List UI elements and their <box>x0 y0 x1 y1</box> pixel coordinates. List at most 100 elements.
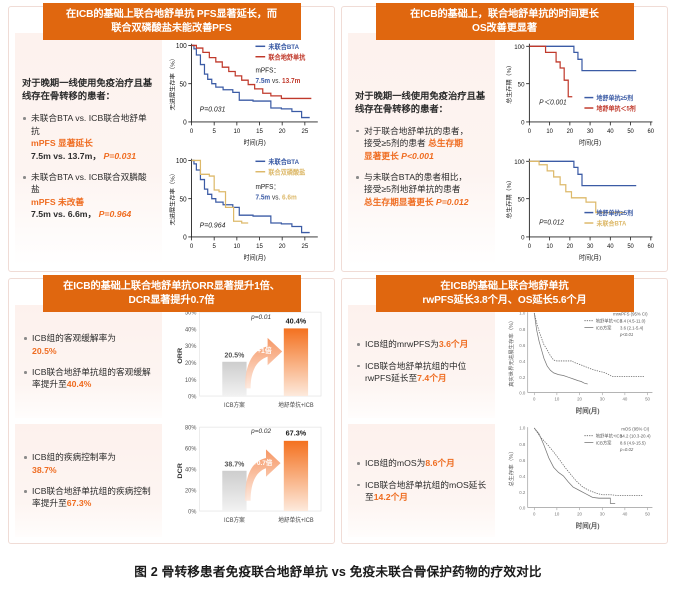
svg-text:67.3%: 67.3% <box>286 429 307 438</box>
svg-text:地舒单抗+ICB: 地舒单抗+ICB <box>596 432 623 439</box>
svg-text:14.2 (10.3-20.4): 14.2 (10.3-20.4) <box>620 433 651 438</box>
svg-text:0: 0 <box>533 511 536 516</box>
svg-text:ICB方案: ICB方案 <box>596 324 612 331</box>
bullet-value: 7.4个月 <box>417 373 447 384</box>
panel-rw-text: ICB组的mrwPFS为3.6个月 ICB联合地舒单抗组的中位rwPFS延长至7… <box>348 305 496 537</box>
svg-text:5: 5 <box>213 243 217 250</box>
panel-pfs: 在ICB的基础上联合地舒单抗 PFS显著延长，而 联合双磷酸盐未能改善PFS 对… <box>8 3 335 272</box>
bullet-metric-emph: 未改善 <box>58 196 85 207</box>
svg-text:+0.7倍: +0.7倍 <box>253 458 273 467</box>
svg-text:p=0.01: p=0.01 <box>250 314 271 321</box>
svg-text:100: 100 <box>514 44 525 51</box>
panel-pfs-charts: 100 50 0 无进展生存率（%） <box>164 33 328 265</box>
bullet-line: 未联合BTA vs. ICB联合双膦酸盐 <box>31 172 147 195</box>
svg-text:100: 100 <box>514 159 525 166</box>
panel-pfs-banner-line2: 联合双磷酸盐未能改善PFS <box>111 22 232 34</box>
svg-text:30: 30 <box>587 129 594 135</box>
panel-rwpfs-os: 在ICB的基础上联合地舒单抗 rwPFS延长3.8个月、OS延长5.6个月 IC… <box>341 275 668 544</box>
bullet-pvalue: P=0.012 <box>435 196 469 207</box>
svg-text:未联合BTA: 未联合BTA <box>596 219 627 227</box>
svg-text:P=0.964: P=0.964 <box>200 221 226 229</box>
list-item: ICB组的客观缓解率为 20.5% <box>23 332 154 357</box>
svg-text:mPFS：: mPFS： <box>256 184 280 191</box>
chart-rwpfs-km: 1.0 0.8 0.6 0.4 0.2 0.0 真实世界无进展生存率（%） <box>497 307 659 420</box>
panel-orr-banner: 在ICB的基础上联合地舒单抗ORR显著提升1倍、 DCR显著提升0.7倍 <box>42 275 301 312</box>
svg-text:40%: 40% <box>185 327 196 333</box>
list-item: ICB联合地舒单抗组的客观缓解率提升至40.4% <box>23 366 154 391</box>
svg-text:0: 0 <box>533 396 536 401</box>
svg-text:时间(月): 时间(月) <box>576 406 600 415</box>
svg-text:P=0.031: P=0.031 <box>200 105 226 113</box>
svg-text:0: 0 <box>183 234 187 241</box>
svg-text:地舒单抗＜5剂: 地舒单抗＜5剂 <box>597 104 636 112</box>
svg-text:10: 10 <box>234 243 241 250</box>
svg-text:20.5%: 20.5% <box>225 351 245 359</box>
chart-orr-bars: 50% 40% 30% 20% 10% 0% ORR 20.5% 40.4% <box>164 307 326 420</box>
svg-text:20: 20 <box>279 128 286 135</box>
svg-text:20: 20 <box>567 244 574 250</box>
svg-text:15: 15 <box>256 243 263 250</box>
bullet-value: 38.7% <box>32 464 57 475</box>
svg-text:时间(月): 时间(月) <box>244 137 266 146</box>
bullet-line2: 接受≥5剂的患者 <box>364 138 429 149</box>
svg-text:50: 50 <box>627 244 634 250</box>
bullet-value: 14.2个月 <box>373 492 408 503</box>
svg-text:地舒单抗+ICB: 地舒单抗+ICB <box>278 401 314 409</box>
svg-text:0.4: 0.4 <box>519 359 526 364</box>
list-item: ICB组的疾病控制率为 38.7% <box>23 451 154 476</box>
svg-text:地舒单抗+ICB: 地舒单抗+ICB <box>278 516 314 524</box>
bullet-line: ICB组的客观缓解率为 <box>32 333 116 344</box>
svg-text:30%: 30% <box>185 344 196 350</box>
svg-text:100: 100 <box>176 43 187 50</box>
bullet-emph: 总生存期 <box>428 138 463 149</box>
list-item: ICB组的mrwPFS为3.6个月 <box>356 338 487 350</box>
bullet-pvalue: P=0.964 <box>98 209 132 220</box>
svg-text:50: 50 <box>518 196 525 203</box>
svg-text:0.4: 0.4 <box>519 474 526 479</box>
svg-text:0: 0 <box>190 128 194 135</box>
svg-text:40: 40 <box>623 511 628 516</box>
bullet-emph2: 总生存期显著更长 <box>364 196 434 207</box>
panel-pfs-lead: 对于晚期一线使用免疫治疗且基线存在骨转移的患者： <box>22 78 153 102</box>
svg-text:P＜0.001: P＜0.001 <box>539 98 567 106</box>
dcr-bullet-list: ICB组的疾病控制率为 38.7% ICB联合地舒单抗组的疾病控制率提升至67.… <box>23 451 154 510</box>
svg-text:7.5m vs. 13.7m: 7.5m vs. 13.7m <box>256 78 301 85</box>
bullet-metric: mPFS <box>31 196 59 207</box>
svg-text:100: 100 <box>176 158 187 165</box>
bullet-line2: 接受≥5剂地舒单抗的患者 <box>364 184 461 195</box>
panel-orr-dcr: 在ICB的基础上联合地舒单抗ORR显著提升1倍、 DCR显著提升0.7倍 ICB… <box>8 275 335 544</box>
list-item: 对于联合地舒单抗的患者， 接受≥5剂的患者 总生存期 显著更长 P<0.001 <box>355 125 488 162</box>
bullet-value: 40.4% <box>66 379 92 390</box>
svg-text:40: 40 <box>607 129 614 135</box>
list-item: 未联合BTA vs. ICB联合双膦酸盐 mPFS 未改善 7.5m vs. 6… <box>22 171 155 221</box>
panel-os-charts: 100 50 0 总生存期（%） 0 10 20 <box>497 33 661 265</box>
svg-text:+1倍: +1倍 <box>257 346 272 355</box>
bullet-line: ICB组的疾病控制率为 <box>32 452 116 463</box>
svg-text:30: 30 <box>587 244 594 250</box>
svg-text:20: 20 <box>577 396 582 401</box>
panel-rw-banner-line2: rwPFS延长3.8个月、OS延长5.6个月 <box>422 294 587 306</box>
svg-text:mPFS：: mPFS： <box>256 67 280 74</box>
panel-os-banner: 在ICB的基础上，联合地舒单抗的时间更长 OS改善更显著 <box>375 3 634 40</box>
bullet-line: 未联合BTA vs. ICB联合地舒单抗 <box>31 113 147 136</box>
bullet-line: ICB联合地舒单抗组的客观缓解率提升至 <box>32 367 151 390</box>
svg-text:50: 50 <box>645 511 650 516</box>
svg-text:7.4 (4.5-11.0): 7.4 (4.5-11.0) <box>620 318 646 323</box>
svg-text:20: 20 <box>577 511 582 516</box>
panel-os-banner-line1: 在ICB的基础上，联合地舒单抗的时间更长 <box>410 9 599 20</box>
svg-text:总生存期（%）: 总生存期（%） <box>505 177 513 219</box>
svg-text:总生存率（%）: 总生存率（%） <box>507 448 515 486</box>
chart-os-dose: 100 50 0 总生存期（%） 0 10 20 <box>497 35 659 148</box>
chart-pfs-bisphosphonate: 100 50 0 无进展生存率（%） <box>164 150 326 263</box>
svg-text:p<0.01: p<0.01 <box>619 332 634 337</box>
panel-rw-banner-line1: 在ICB的基础上联合地舒单抗 <box>440 281 569 292</box>
svg-text:联合地舒单抗: 联合地舒单抗 <box>269 52 306 61</box>
panel-orr-text: ICB组的客观缓解率为 20.5% ICB联合地舒单抗组的客观缓解率提升至40.… <box>15 305 163 537</box>
svg-text:总生存期（%）: 总生存期（%） <box>505 62 513 104</box>
svg-text:0.2: 0.2 <box>519 375 526 380</box>
list-item: ICB联合地舒单抗组的疾病控制率提升至67.3% <box>23 485 154 510</box>
svg-text:10: 10 <box>546 244 553 250</box>
svg-text:10: 10 <box>555 396 560 401</box>
svg-text:ICB方案: ICB方案 <box>596 439 612 446</box>
svg-text:30: 30 <box>600 511 605 516</box>
